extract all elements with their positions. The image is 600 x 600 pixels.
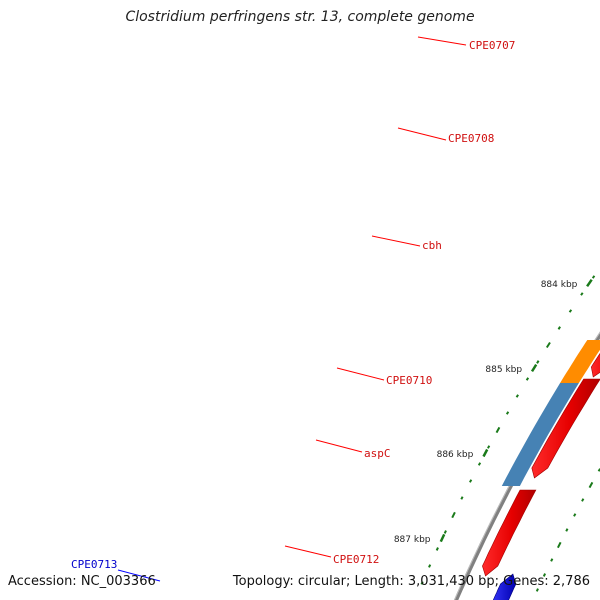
label-line-aspc <box>315 439 363 453</box>
gc-tick-outer <box>568 309 573 313</box>
gc-tick-outer <box>495 426 501 434</box>
gc-tick-outer <box>545 341 551 349</box>
backbone-highlight <box>453 331 600 600</box>
label-line-cpe0713 <box>117 569 161 582</box>
gc-tick-inner <box>588 481 594 489</box>
cds-cpe0710 <box>590 352 600 378</box>
gc-tick-inner <box>573 513 577 517</box>
gc-tick-inner <box>550 558 554 562</box>
gc-tick-outer <box>580 292 584 296</box>
gc-tick-outer <box>435 547 439 551</box>
cds-aspc <box>531 378 600 479</box>
ruler-tick-label: 887 kbp <box>394 535 431 545</box>
cog-band-aspc <box>501 383 579 486</box>
gc-tick-inner <box>581 498 585 502</box>
label-line-cbh <box>371 235 421 247</box>
label-line-cpe0707 <box>417 36 467 46</box>
label-line-cpe0710 <box>336 367 385 381</box>
ruler-major-tick <box>530 363 538 373</box>
gene-label-cpe0713[interactable]: CPE0713 <box>71 558 117 571</box>
ruler-major-tick <box>482 448 489 458</box>
gc-tick-outer <box>443 530 447 534</box>
gc-tick-inner <box>535 588 539 592</box>
gc-tick-outer <box>487 445 491 449</box>
gene-label-cpe0708[interactable]: CPE0708 <box>448 132 494 145</box>
gene-label-cpe0707[interactable]: CPE0707 <box>469 39 515 52</box>
gc-tick-outer <box>505 411 510 415</box>
cds-cpe0713 <box>492 573 517 600</box>
gc-skew-ticks <box>420 275 600 592</box>
gc-tick-inner <box>557 541 562 549</box>
cds-cpe0712 <box>482 489 537 577</box>
gc-tick-outer <box>420 581 424 585</box>
gc-tick-outer <box>451 511 456 519</box>
backbone <box>453 331 600 600</box>
cog-band-cpe0710 <box>560 340 600 383</box>
gc-tick-outer <box>428 564 432 568</box>
gc-tick-outer <box>515 394 519 398</box>
gc-tick-outer <box>536 360 540 364</box>
label-line-cpe0708 <box>397 127 447 141</box>
backbone-circle <box>453 331 600 600</box>
accession-text: Accession: NC_003366 <box>8 574 156 589</box>
gc-tick-outer <box>477 462 482 466</box>
gc-tick-outer <box>557 326 561 330</box>
gene-label-cpe0712[interactable]: CPE0712 <box>333 553 379 566</box>
cog-feature-track <box>501 340 600 486</box>
ruler-tick-label: 884 kbp <box>541 280 578 290</box>
gene-label-aspc[interactable]: aspC <box>364 447 391 460</box>
gc-tick-outer <box>460 496 464 500</box>
gene-label-cbh[interactable]: cbh <box>422 239 442 252</box>
gc-tick-inner <box>565 528 569 532</box>
label-line-cpe0712 <box>284 545 332 558</box>
cds-feature-track <box>482 352 600 600</box>
gc-tick-outer <box>469 479 473 483</box>
map-title: Clostridium perfringens str. 13, complet… <box>125 9 475 25</box>
gene-labels: CPE0707 CPE0708 cbh CPE0710 aspC CPE0712… <box>71 36 515 582</box>
gene-label-cpe0710[interactable]: CPE0710 <box>386 374 432 387</box>
ruler-tick-label: 885 kbp <box>485 365 522 375</box>
gc-tick-outer <box>525 377 530 381</box>
ruler-major-tick <box>439 533 446 543</box>
ruler-major-tick <box>586 278 593 288</box>
gc-tick-outer <box>591 275 596 279</box>
ruler-tick-label: 886 kbp <box>437 450 474 460</box>
gc-tick-inner <box>542 573 547 577</box>
genome-stats-text: Topology: circular; Length: 3,031,430 bp… <box>232 574 590 589</box>
